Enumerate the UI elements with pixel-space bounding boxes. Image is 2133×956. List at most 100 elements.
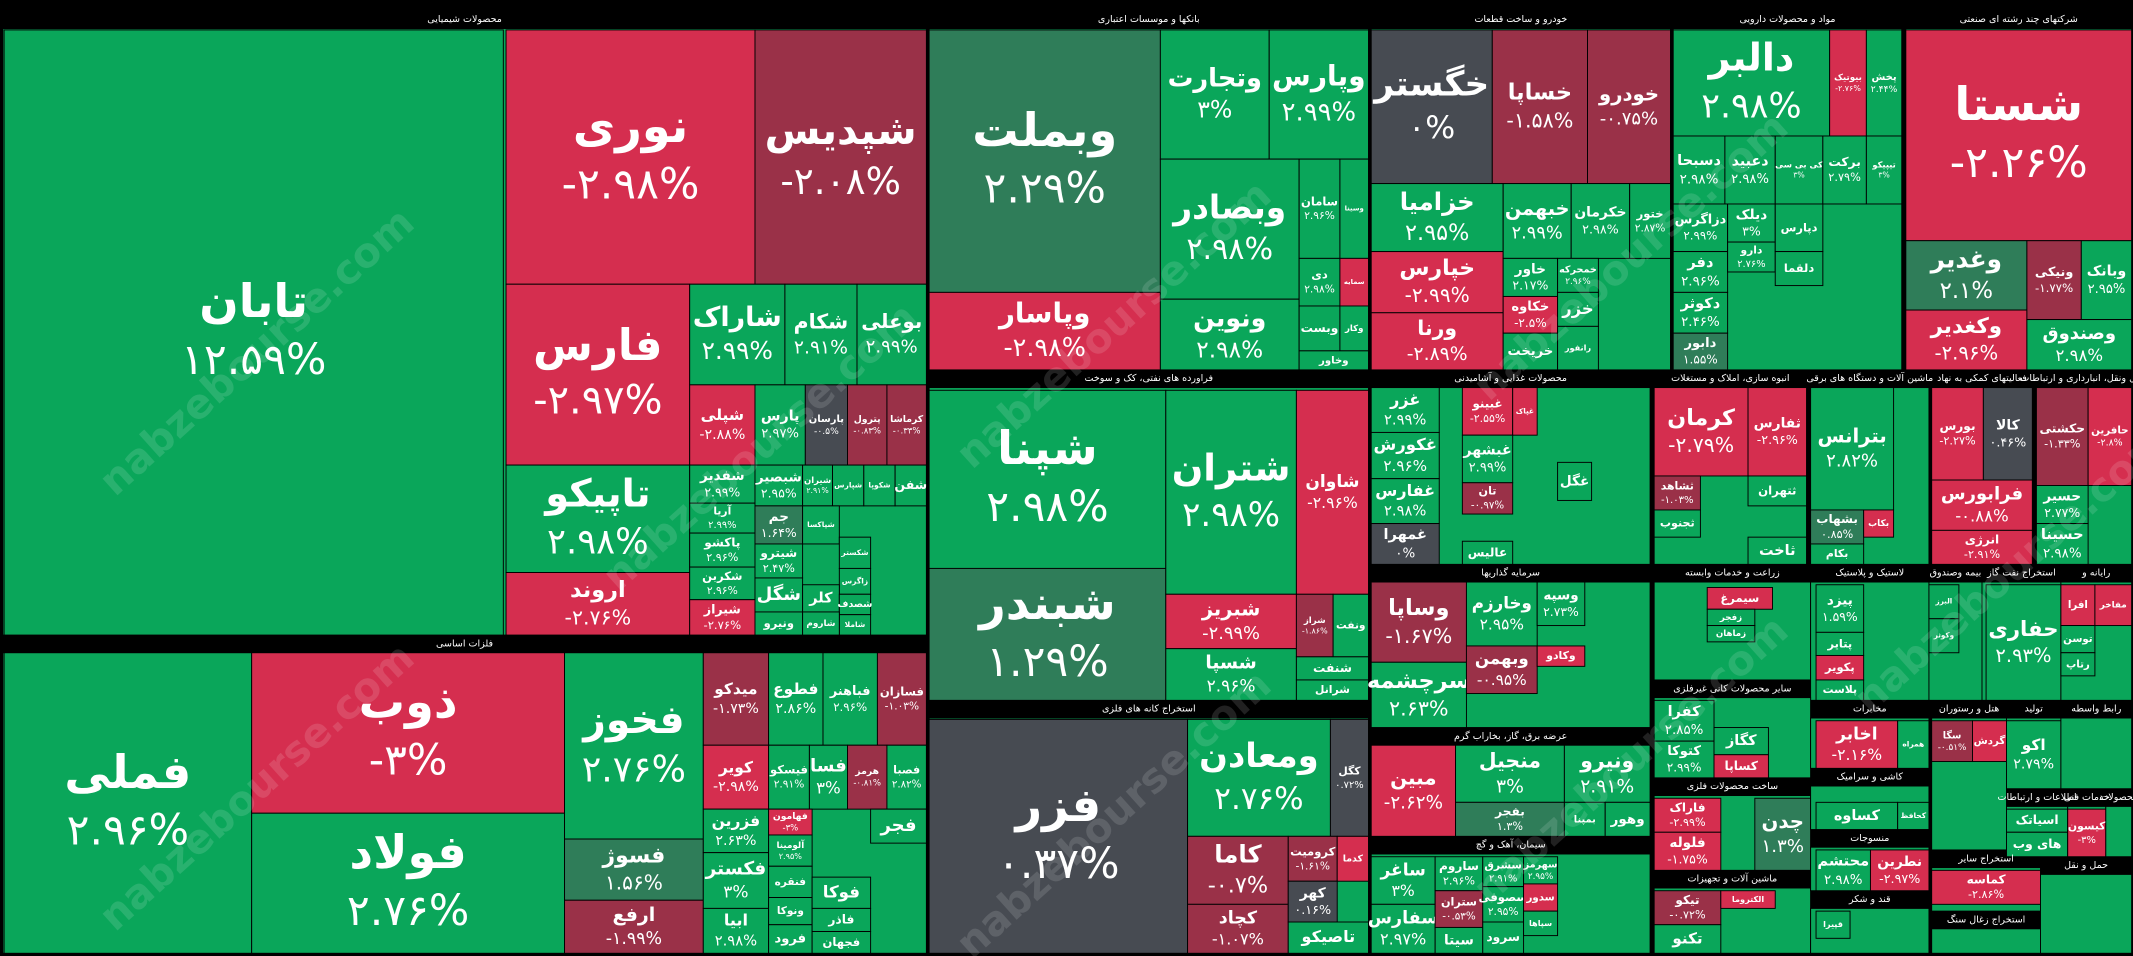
tile: سپاها <box>1523 910 1559 937</box>
tile: شنفت <box>1295 656 1369 681</box>
tile: بکام <box>1810 543 1865 565</box>
tile-change: ۲.۹۹% <box>866 336 918 357</box>
tile: دابور ۱.۵۵% <box>1672 332 1729 371</box>
tile-name: نوری <box>573 99 688 153</box>
tile-name: ونیرو <box>763 616 794 631</box>
tile: شسپا ۲.۹۶% <box>1165 648 1297 701</box>
tile: وساپا -۱.۶۷% <box>1370 581 1467 663</box>
tile-change: ۱۲.۵۹% <box>181 336 326 385</box>
tile-box <box>1563 744 1651 803</box>
tile-name: رتاپ <box>2066 659 2090 670</box>
tile: شکوپا <box>863 464 896 507</box>
tile-box <box>1747 475 1807 507</box>
tile: وغدیر ۲.۱% <box>1905 240 2028 311</box>
tile: ومعادن ۲.۷۶% <box>1187 718 1331 837</box>
tile-name: شکام <box>794 309 849 333</box>
sector: ماشین آلات و دستگاه های برقیبترانس۲.۸۲%ب… <box>1806 371 1933 565</box>
tile-box <box>1815 654 1865 681</box>
tile-name: بکام <box>1826 547 1848 560</box>
tile-name: دیلک <box>1736 207 1768 223</box>
tile-change: ۲.۹۶% <box>1304 209 1335 222</box>
tile-name: حافرین <box>2091 424 2128 436</box>
tile-change: ۲.۹۹% <box>704 484 740 499</box>
tile: دارو ۲.۷۶% <box>1727 241 1776 273</box>
tile: کدما <box>1336 835 1369 882</box>
tile-name: خبهمن <box>1505 197 1570 220</box>
tile-change: ۳% <box>816 778 841 797</box>
tile-name: فصبا <box>893 763 920 776</box>
tile-box <box>505 29 756 285</box>
tile-name: کاما <box>1214 840 1262 869</box>
tile-change: -۲.۹۹% <box>1669 816 1705 829</box>
tile-change: -۲.۷۶% <box>565 605 632 629</box>
tile-box <box>1829 29 1867 137</box>
tile-change: ۰% <box>1408 110 1455 146</box>
tile-box <box>811 876 872 909</box>
tile-name: برکت <box>1828 155 1861 169</box>
tile-name: قپیرا <box>1823 919 1843 930</box>
tile: ونوین ۲.۹۸% <box>1159 298 1300 371</box>
tile-box <box>702 744 770 810</box>
tile-name: کگل <box>1338 764 1361 777</box>
tile: کهر ۰.۱۶% <box>1287 880 1338 923</box>
tile-change: -۲.۸% <box>2097 438 2123 449</box>
tile-name: مبین <box>1390 766 1437 789</box>
tile-name: گردش <box>1974 734 2006 747</box>
tile-box <box>1336 835 1369 882</box>
tile-change: -۱.۶۱% <box>1295 859 1329 872</box>
tile-change: ۲.۷۶% <box>347 887 469 936</box>
tile-change: -۰.۸۳% <box>853 427 881 437</box>
tile-name: دکوثر <box>1680 295 1721 312</box>
sector: استخراج سایر کماسه-۲.۸۶% <box>1931 853 2041 912</box>
tile-box <box>1461 387 1514 436</box>
tile-box <box>1295 389 1369 595</box>
tile: فسا ۳% <box>808 744 848 810</box>
tile-name: ونوکا <box>777 905 804 917</box>
tile-box <box>1653 387 1749 477</box>
tile-box <box>856 283 927 386</box>
tile-change: ۲.۹۹% <box>1384 411 1426 428</box>
tile-box <box>689 502 756 534</box>
tile-name: پارسان <box>809 414 844 425</box>
tile-name: شاروم <box>806 619 835 629</box>
tile-box <box>886 744 927 810</box>
tile-change: ۲.۲۹% <box>983 165 1105 214</box>
tile-name: وخاور <box>1318 355 1348 366</box>
tile-change: ۲.۹۸% <box>1384 503 1426 520</box>
tile: شاراک ۲.۹۹% <box>689 283 786 386</box>
tile-box <box>1523 910 1559 937</box>
tile-box <box>1587 29 1671 185</box>
tile-box <box>1329 718 1369 837</box>
tile-name: وکغدیر <box>1930 314 2002 339</box>
tile: وخارزم ۲.۹۵% <box>1465 581 1538 647</box>
tile-change: -۲.۲۷% <box>1939 435 1976 448</box>
tile-change: -۱.۵۸% <box>1506 108 1573 132</box>
tile-name: کهر <box>1299 885 1327 901</box>
tile-box <box>1295 593 1334 658</box>
tile-change: -۲.۹۶% <box>1757 432 1798 447</box>
tile-box <box>1672 251 1729 293</box>
sector: سایر محصولات کانی غیرفلزی کفرا ۲.۸۵% کتوکا ۲… <box>1653 683 1812 779</box>
tile: ونیرو <box>754 611 804 636</box>
tile-box <box>1455 744 1565 803</box>
tile: کساوه <box>1815 801 1899 831</box>
tile: کچاد -۱.۰۷% <box>1187 903 1289 954</box>
sector-title: استخراج کانه های فلزی <box>1102 704 1196 715</box>
tile-box <box>689 532 756 568</box>
tile-change: -۰.۹۷% <box>1471 500 1505 512</box>
tile-name: خپارس <box>1399 256 1475 281</box>
tile: بکاب <box>1863 509 1895 538</box>
tile-change: ۲.۹۸% <box>2055 346 2103 365</box>
tile-box <box>1491 29 1588 185</box>
tile: شتران ۲.۹۸% <box>1165 389 1297 595</box>
tile-name: فسازان <box>880 685 924 699</box>
tile-box <box>1713 754 1769 779</box>
tile-name: سرچشمه <box>1367 668 1471 694</box>
tile-name: شفدیر <box>699 468 745 484</box>
tile-name: ونوین <box>1193 303 1266 333</box>
tile: فملی ۲.۹۶% <box>3 652 253 954</box>
